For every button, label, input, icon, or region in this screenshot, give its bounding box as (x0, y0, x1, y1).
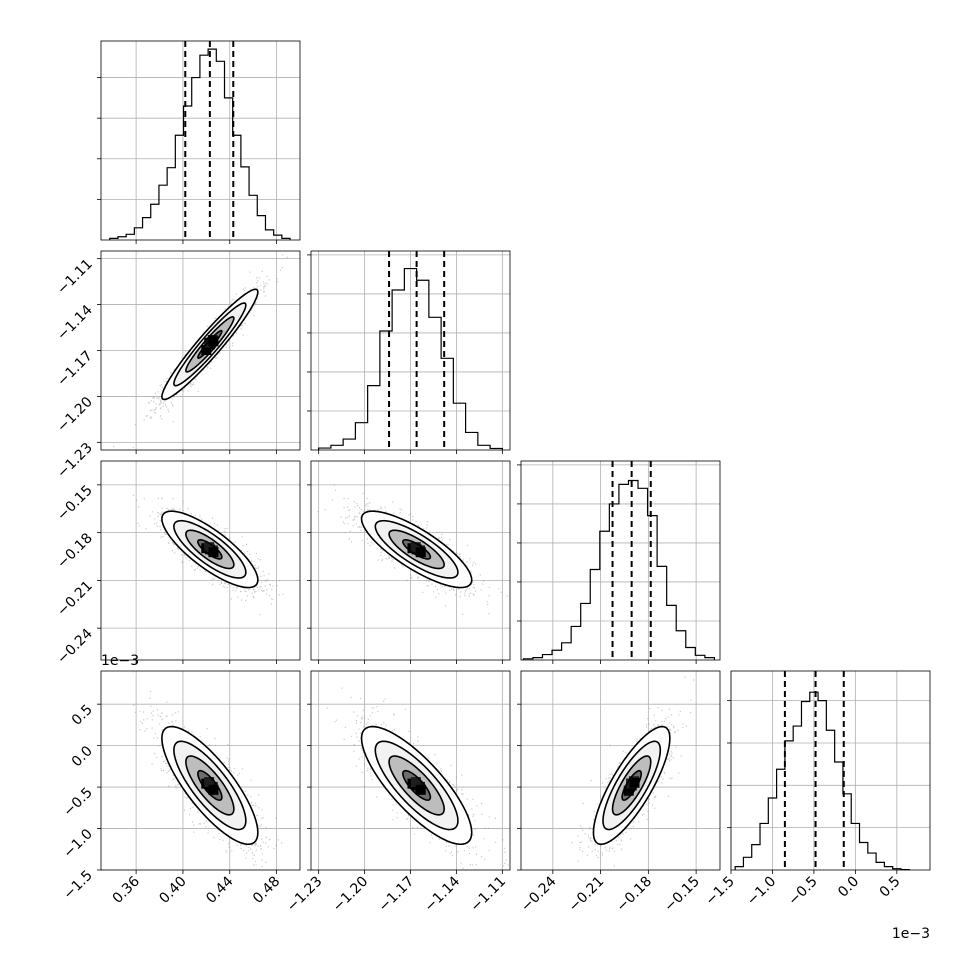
panels-layer (97, 40, 931, 871)
contour-line (374, 740, 459, 831)
histogram-steps (109, 48, 291, 240)
x-tick-label: 0.0 (835, 874, 862, 901)
density-block (201, 344, 212, 355)
y-tick-label: 0.5 (69, 702, 96, 729)
panel-content (521, 671, 720, 870)
y-tick-label: −0.18 (54, 530, 96, 572)
x-tick-label: −1.17 (376, 874, 418, 916)
y-tick-label: −0.24 (54, 626, 96, 668)
y-tick-label: 0.0 (69, 743, 96, 770)
density-block (623, 785, 634, 796)
y-tick-label: −1.20 (54, 394, 96, 436)
contour-line (402, 769, 432, 801)
x-tick-label: −0.21 (566, 874, 608, 916)
x-tick-label: 0.5 (877, 874, 904, 901)
x-tick-label: −1.5 (702, 874, 737, 909)
panel-content (311, 461, 510, 660)
density-block (208, 547, 219, 558)
contour-line (197, 769, 223, 801)
contour-line (388, 755, 445, 816)
density-block (415, 784, 426, 795)
y-tick-label: −1.0 (60, 826, 95, 861)
x-tick-label: −1.23 (284, 874, 326, 916)
panel-content (101, 461, 300, 660)
scatter-panel-3-2 (520, 670, 721, 871)
histogram-steps (522, 479, 716, 660)
x-tick-label: 0.40 (156, 874, 189, 907)
x-offset-label: 1e−3 (892, 926, 930, 942)
panel-content (101, 251, 300, 450)
labels-layer: 0.36 0.40 0.44 0.48 −1.23 −1.20 −1.17 −1.14 −1.1… (54, 240, 930, 942)
x-tick-label: −1.0 (744, 874, 779, 909)
contour-line (611, 755, 652, 816)
y-tick-label: −1.17 (54, 348, 96, 390)
panel-content (311, 671, 510, 870)
histogram-panel-3 (727, 670, 931, 871)
density-block (204, 542, 215, 553)
density-block (415, 547, 426, 558)
density-block (629, 777, 640, 788)
contour-line (197, 329, 223, 359)
density-block (208, 336, 219, 347)
histogram-panel-2 (517, 460, 721, 661)
contour-line (185, 316, 235, 373)
scatter-panel-2-0 (100, 460, 301, 661)
panel-frame (100, 40, 301, 241)
histogram-steps (318, 267, 503, 450)
contour-line (161, 288, 259, 401)
contour-line (602, 740, 662, 831)
contour-line (173, 519, 247, 579)
scatter-panel-1-0 (100, 250, 301, 451)
scatter-panel-3-0 (100, 670, 301, 871)
density-block (410, 777, 421, 788)
contour-line (161, 725, 259, 846)
x-tick-label: −0.5 (785, 874, 820, 909)
contour-line (360, 725, 473, 846)
panel-content (101, 671, 300, 870)
y-tick-label: −0.21 (54, 578, 96, 620)
x-tick-label: −1.20 (330, 874, 372, 916)
histogram-panel-0 (97, 40, 301, 241)
x-tick-label: −0.24 (518, 873, 560, 915)
scatter-panel-2-1 (310, 460, 511, 661)
contour-line (197, 539, 223, 560)
x-tick-label: 0.48 (250, 874, 283, 907)
x-tick-label: 0.44 (203, 873, 236, 906)
panel-frame (730, 670, 931, 871)
x-tick-label: −0.18 (614, 874, 656, 916)
scatter-panel-3-1 (310, 670, 511, 871)
y-tick-label: −1.14 (54, 302, 96, 344)
y-tick-label: −1.23 (54, 440, 96, 482)
y-tick-label: −1.11 (54, 256, 96, 298)
density-block (208, 784, 219, 795)
contour-line (388, 529, 445, 570)
panel-frame (520, 460, 721, 661)
x-tick-label: −1.11 (468, 874, 510, 916)
panel-frame (100, 460, 301, 661)
x-tick-label: 0.36 (110, 873, 143, 906)
x-tick-label: −1.14 (422, 873, 464, 915)
y-tick-label: −1.5 (60, 868, 95, 903)
contour-line (173, 740, 247, 831)
density-block (204, 777, 215, 788)
contour-line (185, 529, 235, 570)
contour-line (592, 725, 671, 846)
y-tick-label: −0.5 (60, 785, 95, 820)
density-block (410, 542, 421, 553)
contour-line (621, 769, 643, 801)
contour-line (374, 519, 459, 579)
contour-line (402, 539, 432, 560)
contour-line (360, 510, 473, 589)
contour-line (185, 755, 235, 816)
y-tick-label: −0.15 (54, 482, 96, 524)
histogram-panel-1 (307, 250, 511, 451)
panel-frame (520, 670, 721, 871)
contour-line (173, 302, 247, 387)
x-tick-label: −0.15 (661, 874, 703, 916)
histogram-steps (734, 691, 910, 871)
contour-line (161, 510, 259, 589)
panel-frame (100, 670, 301, 871)
y-offset-label: 1e−3 (101, 653, 139, 669)
